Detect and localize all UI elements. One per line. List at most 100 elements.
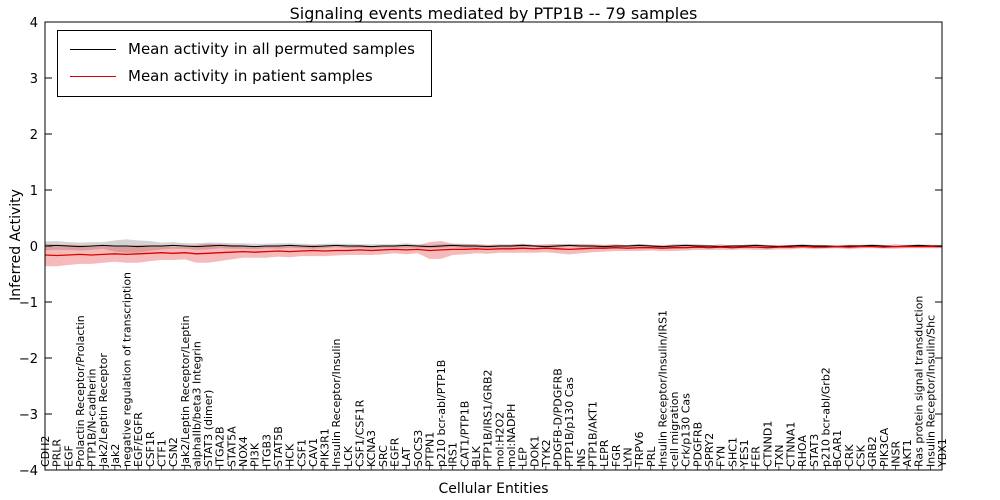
x-tick-label: PTP1B/IRS1/GRB2 xyxy=(482,369,495,467)
y-tick-label: 3 xyxy=(30,72,38,87)
x-tick-label: IRS1 xyxy=(447,442,460,467)
x-tick-label: Jak2/Leptin Receptor xyxy=(97,353,110,468)
x-tick-label: STAT5B xyxy=(272,426,285,467)
x-tick-label: Crk/p130 Cas xyxy=(680,393,693,467)
x-tick-label: Prolactin Receptor/Prolactin xyxy=(74,315,87,467)
x-tick-label: PRLR xyxy=(51,439,64,467)
x-tick-label: PI3K xyxy=(249,442,262,467)
x-tick-label: ITGA2B xyxy=(214,426,227,467)
x-tick-label: SOCS3 xyxy=(412,430,425,467)
x-tick-label: GRB2 xyxy=(866,436,879,467)
x-tick-label: CTNND1 xyxy=(761,421,774,467)
x-tick-label: STAT3 xyxy=(808,434,821,467)
x-tick-label: alphaIIb/beta3 Integrin xyxy=(190,341,203,467)
x-tick-label: CSN2 xyxy=(167,437,180,467)
x-tick-label: CTNNA1 xyxy=(785,422,798,467)
x-tick-label: LCK xyxy=(342,445,355,467)
x-tick-label: PTPN1 xyxy=(423,432,436,467)
chart-title: Signaling events mediated by PTP1B -- 79… xyxy=(289,4,698,23)
x-tick-label: BLK xyxy=(470,445,483,467)
x-tick-label: PDGFRB xyxy=(691,422,704,467)
patient-mean-line xyxy=(44,245,942,257)
x-tick-label: ITGB3 xyxy=(260,434,273,467)
y-tick-label: −1 xyxy=(19,296,38,311)
x-tick-label: STAT5A xyxy=(225,426,238,467)
x-tick-label: PIK3CA xyxy=(878,427,891,467)
x-tick-label: mol:H2O2 xyxy=(493,412,506,467)
y-tick-label: 1 xyxy=(30,184,38,199)
legend-item-permuted: Mean activity in all permuted samples xyxy=(70,40,415,58)
x-tick-label: LYN xyxy=(621,447,634,467)
x-tick-label: CRK xyxy=(843,444,856,467)
x-tick-label: LEP xyxy=(517,447,530,467)
x-tick-label: PIK3R1 xyxy=(319,428,332,467)
legend: Mean activity in all permuted samples Me… xyxy=(57,30,432,97)
x-tick-label: negative regulation of transcription xyxy=(121,272,134,467)
x-tick-label: PTP1B/AKT1 xyxy=(587,401,600,467)
x-tick-label: CDH2 xyxy=(39,436,52,467)
x-tick-label: EGF/EGFR xyxy=(132,412,145,467)
permuted-mean-line xyxy=(44,244,942,248)
x-tick-label: CSF1R xyxy=(144,431,157,467)
x-tick-label: EGF xyxy=(62,445,75,467)
x-tick-label: Jak2/Leptin Receptor/Leptin xyxy=(179,315,192,468)
x-tick-label: p210 bcr-abl/Grb2 xyxy=(820,367,833,467)
x-tick-label: BCAR1 xyxy=(831,430,844,467)
x-tick-label: Insulin Receptor/Insulin/IRS1 xyxy=(656,310,669,467)
x-tick-label: SHC1 xyxy=(726,437,739,467)
x-tick-label: EGFR xyxy=(388,437,401,467)
x-tick-label: HCK xyxy=(284,443,297,467)
x-tick-label: YBX1 xyxy=(936,438,949,468)
x-tick-label: CAT1/PTP1B xyxy=(458,401,471,467)
x-tick-label: YES1 xyxy=(738,439,751,468)
x-tick-label: PRL xyxy=(645,446,658,467)
y-tick-label: −3 xyxy=(19,408,38,423)
legend-label-patient: Mean activity in patient samples xyxy=(128,67,373,85)
x-tick-label: KCNA3 xyxy=(365,430,378,467)
y-tick-label: 2 xyxy=(30,128,38,143)
x-tick-label: Insulin Receptor/Insulin xyxy=(330,338,343,467)
x-tick-label: CSF1/CSF1R xyxy=(354,399,367,467)
x-tick-label: TRPV6 xyxy=(633,431,646,468)
x-tick-label: CSK xyxy=(854,444,867,467)
x-tick-label: AKT1 xyxy=(901,439,914,467)
x-tick-label: mol:NADPH xyxy=(505,404,518,467)
x-tick-label: Ras protein signal transduction xyxy=(913,296,926,467)
x-tick-label: INS xyxy=(575,449,588,467)
x-axis-label: Cellular Entities xyxy=(438,481,549,497)
x-tick-label: SPRY2 xyxy=(703,433,716,467)
x-tick-label: Insulin Receptor/Insulin/Shc xyxy=(924,315,937,467)
y-tick-label: −2 xyxy=(19,352,38,367)
x-tick-label: CSF1 xyxy=(295,439,308,467)
x-tick-label: NOX4 xyxy=(237,436,250,467)
x-tick-label: CAV1 xyxy=(307,438,320,467)
x-tick-label: cell migration xyxy=(668,391,681,467)
x-tick-label: FGR xyxy=(610,444,623,467)
x-tick-label: DOK1 xyxy=(528,436,541,467)
x-tick-label: TYK2 xyxy=(540,439,553,468)
legend-line-patient-swatch xyxy=(70,75,116,77)
x-tick-label: RHOA xyxy=(796,435,809,467)
legend-label-permuted: Mean activity in all permuted samples xyxy=(128,40,415,58)
x-tick-label: INSR xyxy=(889,441,902,467)
x-tick-label: CTF1 xyxy=(155,439,168,467)
x-tick-label: FYN xyxy=(715,446,728,467)
x-tick-label: FER xyxy=(750,446,763,467)
y-tick-label: 0 xyxy=(30,240,38,255)
x-tick-label: PTP1B/p130 Cas xyxy=(563,377,576,467)
x-tick-label: Jak2 xyxy=(109,444,122,468)
y-tick-label: −4 xyxy=(19,464,38,479)
x-tick-label: SRC xyxy=(377,445,390,467)
x-tick-label: PDGFB-D/PDGFRB xyxy=(552,368,565,467)
x-tick-label: LAT xyxy=(400,447,413,467)
x-tick-label: STAT3 (dimer) xyxy=(202,390,215,467)
y-axis-label: Inferred Activity xyxy=(8,189,24,301)
legend-line-permuted-swatch xyxy=(70,48,116,50)
x-tick-label: LEPR xyxy=(598,439,611,467)
x-tick-label: TXN xyxy=(773,445,786,468)
y-tick-label: 4 xyxy=(30,16,38,31)
legend-item-patient: Mean activity in patient samples xyxy=(70,67,415,85)
x-tick-label: PTP1B/N-cadherin xyxy=(86,368,99,467)
